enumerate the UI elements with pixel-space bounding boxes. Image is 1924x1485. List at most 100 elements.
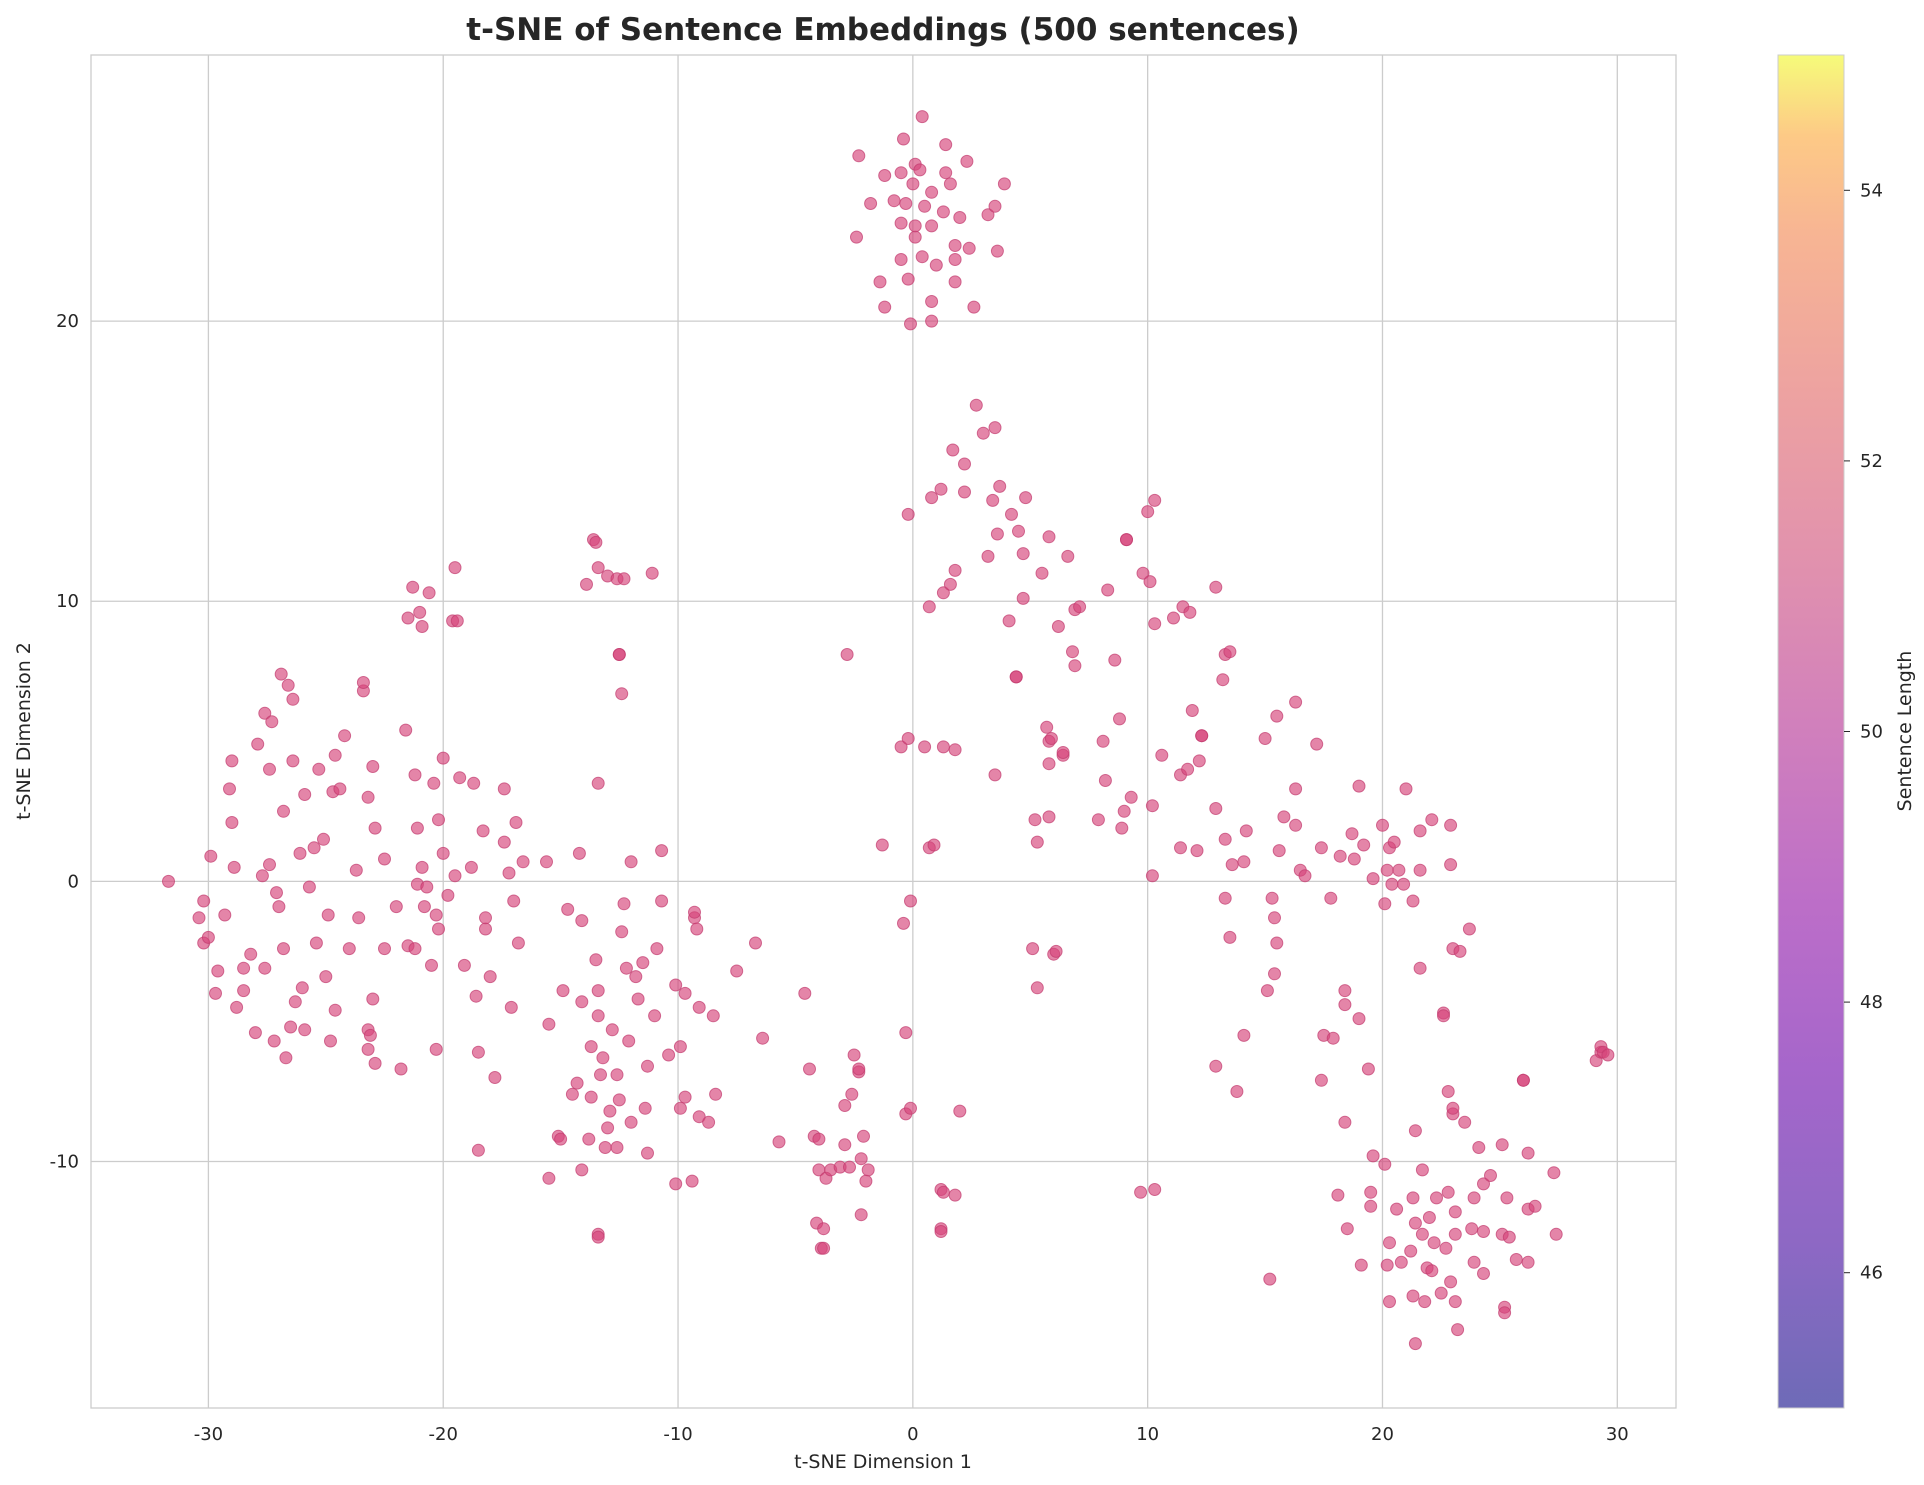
scatter-point <box>1413 863 1427 877</box>
scatter-point <box>267 1034 281 1048</box>
scatter-point <box>925 185 939 199</box>
scatter-point <box>1314 841 1328 855</box>
scatter-point <box>1265 891 1279 905</box>
scatter-point <box>464 860 478 874</box>
scatter-point <box>901 272 915 286</box>
scatter-point <box>1427 1236 1441 1250</box>
scatter-point <box>1237 855 1251 869</box>
scatter-point <box>803 1062 816 1076</box>
scatter-point <box>321 908 335 922</box>
data-points <box>162 110 1615 1351</box>
scatter-point <box>591 561 605 575</box>
scatter-point <box>425 958 438 972</box>
scatter-point <box>1310 737 1324 751</box>
scatter-point <box>1019 491 1033 505</box>
scatter-point <box>709 1087 723 1101</box>
scatter-point <box>218 908 232 922</box>
scatter-point <box>483 970 497 984</box>
scatter-point <box>617 897 631 911</box>
scatter-point <box>692 1110 706 1124</box>
scatter-point <box>1209 802 1223 815</box>
scatter-point <box>859 1174 873 1188</box>
y-tick-label: 20 <box>56 311 79 332</box>
scatter-point <box>509 816 523 829</box>
scatter-point <box>413 605 427 619</box>
scatter-point <box>861 1163 875 1177</box>
scatter-point <box>497 835 511 849</box>
scatter-point <box>641 1146 654 1160</box>
scatter-point <box>1239 824 1253 838</box>
scatter-point <box>854 1152 868 1166</box>
scatter-point <box>1413 824 1427 838</box>
scatter-point <box>591 776 605 790</box>
scatter-point <box>1484 1169 1497 1182</box>
scatter-point <box>958 457 971 471</box>
scatter-point <box>927 838 941 852</box>
scatter-point <box>662 1048 676 1062</box>
scatter-point <box>258 706 272 720</box>
scatter-point <box>1035 566 1049 580</box>
scatter-point <box>225 816 239 829</box>
scatter-point <box>1145 869 1159 883</box>
scatter-point <box>1477 1267 1490 1280</box>
scatter-point <box>624 1115 638 1129</box>
colorbar: 46 48 50 52 54 Sentence Length <box>1777 54 1916 1409</box>
colorbar-tick-label: 52 <box>1860 451 1883 472</box>
scatter-point <box>1495 1138 1509 1152</box>
scatter-point <box>570 1076 584 1090</box>
scatter-point <box>934 482 948 496</box>
scatter-point <box>572 846 586 860</box>
scatter-point <box>565 1087 579 1101</box>
scatter-point <box>936 205 950 219</box>
scatter-point <box>1425 1264 1439 1278</box>
x-tick-label: 30 <box>1606 1424 1629 1445</box>
scatter-point <box>894 216 908 230</box>
colorbar-tick-label: 54 <box>1860 180 1883 201</box>
scatter-point <box>843 1160 856 1174</box>
y-axis-ticks: -10 0 10 20 <box>50 311 79 1172</box>
scatter-point <box>1345 827 1359 841</box>
scatter-point <box>988 421 1002 435</box>
x-tick-label: 20 <box>1371 1424 1394 1445</box>
scatter-point <box>201 930 215 944</box>
scatter-point <box>272 900 286 914</box>
scatter-point <box>1124 790 1138 804</box>
scatter-point <box>756 1031 770 1045</box>
scatter-point <box>298 1023 312 1037</box>
scatter-point <box>894 740 908 754</box>
scatter-point <box>1042 810 1056 824</box>
scatter-point <box>1516 1073 1530 1087</box>
y-tick-label: -10 <box>50 1151 79 1172</box>
scatter-point <box>908 219 922 233</box>
scatter-point <box>192 911 206 925</box>
scatter-point <box>342 942 356 956</box>
scatter-point <box>1502 1230 1516 1244</box>
scatter-point <box>1392 863 1406 877</box>
scatter-point <box>479 922 492 936</box>
scatter-point <box>1338 984 1352 998</box>
scatter-point <box>918 740 932 754</box>
scatter-point <box>286 754 300 768</box>
scatter-point <box>986 493 1000 507</box>
scatter-point <box>1258 732 1272 745</box>
scatter-point <box>967 300 981 314</box>
scatter-point <box>338 729 352 743</box>
scatter-point <box>901 732 915 745</box>
scatter-point <box>1352 779 1366 793</box>
scatter-point <box>394 1062 408 1076</box>
y-tick-label: 10 <box>56 591 79 612</box>
scatter-point <box>1528 1199 1542 1213</box>
scatter-point <box>584 1090 598 1104</box>
scatter-point <box>1289 782 1303 796</box>
scatter-point <box>730 964 744 978</box>
scatter-point <box>309 936 323 950</box>
scatter-point <box>417 900 431 914</box>
scatter-point <box>279 1051 293 1065</box>
scatter-point <box>899 197 913 210</box>
scatter-point <box>936 740 950 754</box>
scatter-point <box>943 577 957 591</box>
scatter-point <box>669 978 683 992</box>
scatter-point <box>1115 821 1129 835</box>
scatter-point <box>1364 1185 1378 1199</box>
